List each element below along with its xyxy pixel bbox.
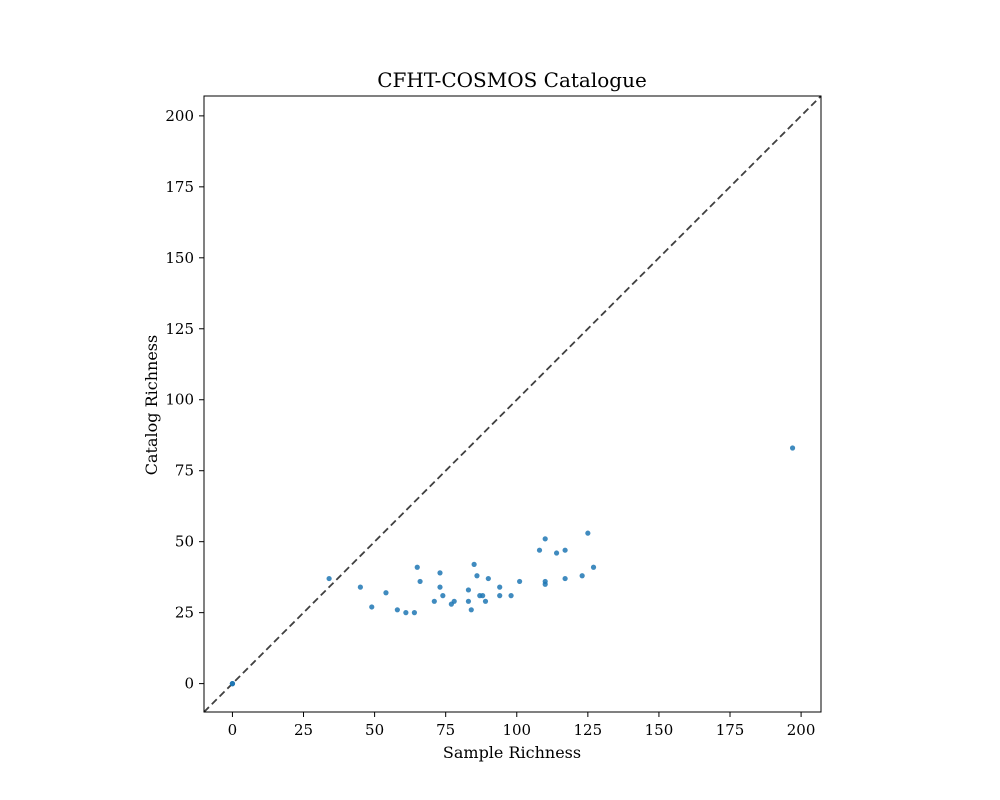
x-tick-label: 25 [294, 721, 313, 739]
data-point [471, 561, 477, 567]
data-point [414, 564, 420, 570]
data-point [542, 578, 548, 585]
data-point [497, 584, 503, 590]
y-tick-label: 175 [165, 178, 194, 196]
data-point [480, 593, 486, 599]
x-tick-label: 125 [574, 721, 603, 739]
y-tick-label: 0 [184, 675, 194, 693]
chart-title: CFHT-COSMOS Catalogue [377, 68, 647, 92]
data-point [497, 593, 503, 599]
data-point [562, 547, 568, 553]
identity-reference-line [203, 95, 822, 713]
data-point [482, 598, 489, 604]
plot-area [203, 95, 822, 713]
data-point [465, 598, 472, 604]
data-point [440, 593, 446, 599]
data-point [437, 570, 443, 576]
data-point [585, 530, 591, 536]
data-point [508, 593, 514, 599]
y-tick-label: 125 [165, 320, 194, 338]
y-tick-label: 75 [175, 462, 194, 480]
data-point [789, 445, 796, 451]
y-tick-label: 150 [165, 249, 194, 267]
x-tick-label: 75 [436, 721, 455, 739]
x-tick-label: 0 [228, 721, 238, 739]
x-tick-label: 200 [787, 721, 816, 739]
data-point [579, 573, 585, 579]
data-point [411, 610, 418, 616]
data-points [229, 445, 796, 687]
data-point [542, 536, 548, 542]
data-point [451, 598, 457, 604]
plot-frame [203, 95, 822, 713]
y-tick-label: 200 [165, 107, 194, 125]
x-tick-label: 175 [716, 721, 745, 739]
x-tick-label: 100 [502, 721, 531, 739]
data-point [417, 578, 423, 585]
data-point [229, 681, 236, 687]
y-tick-label: 50 [175, 533, 194, 551]
y-axis-label: Catalog Richness [142, 335, 161, 475]
x-tick-label: 150 [645, 721, 674, 739]
x-tick-label: 50 [365, 721, 384, 739]
data-point [468, 607, 474, 613]
data-point [465, 587, 472, 593]
data-point [536, 547, 543, 553]
data-point [326, 575, 332, 582]
y-tick-label: 25 [175, 604, 194, 622]
data-point [403, 610, 409, 616]
y-axis: 0 25 50 75 100 125 150 175 200 [165, 107, 204, 693]
data-point [431, 598, 437, 604]
data-point [562, 575, 568, 582]
data-point [394, 607, 400, 613]
data-point [474, 573, 480, 579]
data-point [437, 584, 443, 590]
y-tick-label: 100 [165, 391, 194, 409]
data-point [590, 564, 597, 570]
x-axis: 0 25 50 75 100 125 150 175 200 [228, 712, 816, 739]
data-point [485, 575, 491, 582]
data-point [369, 604, 375, 610]
x-axis-label: Sample Richness [443, 743, 581, 762]
data-point [553, 550, 560, 556]
data-point [357, 584, 363, 590]
data-point [517, 578, 523, 585]
data-point [383, 590, 389, 596]
